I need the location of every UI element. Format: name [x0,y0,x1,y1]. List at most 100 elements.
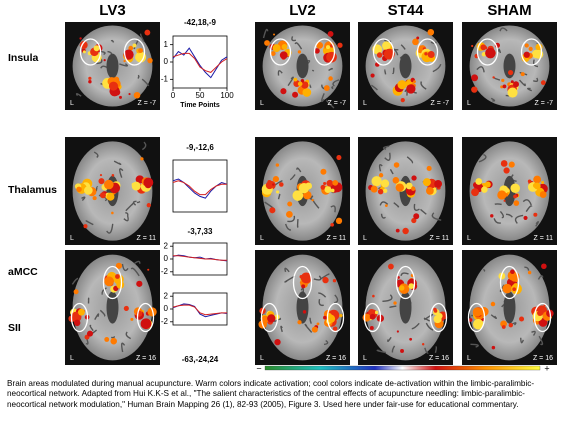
activation-blob [369,326,374,330]
brain-fold [380,213,386,219]
brain-fold [99,309,106,317]
activation-blob [513,194,517,199]
column-header: SHAM [487,2,531,19]
brain-fold [320,273,330,280]
slice-side-label: L [467,100,471,107]
plot-frame [172,242,228,276]
brain-fold [312,69,315,72]
activation-blob [413,213,420,220]
roi-outline [102,265,123,300]
activation-blob [392,176,400,184]
activation-blob [471,74,479,82]
activation-blob [533,212,538,217]
brain-fold [411,322,420,330]
activation-blob [111,211,114,215]
activation-blob [510,269,515,275]
roi-outline [533,302,552,333]
activation-blob [500,320,507,328]
activation-blob [408,283,415,289]
activation-blob [88,79,92,84]
activation-blob [79,37,82,40]
activation-blob [326,45,331,50]
activation-blob [382,41,391,50]
y-tick-label: 0 [164,304,169,313]
activation-blob [501,325,506,329]
time-course-line [173,255,227,261]
roi-outline [269,38,292,66]
roi-outline [79,38,102,66]
activation-blob [83,224,88,229]
activation-blob [471,44,474,48]
activation-blob [412,38,419,46]
brain-fold [482,268,486,272]
column-header: LV3 [99,2,125,19]
roi-outline [326,302,345,333]
activation-blob [115,274,120,279]
time-course-line [172,52,228,73]
activation-blob [280,88,287,95]
activation-blob [405,182,413,190]
activation-blob [297,50,302,54]
activation-blob [523,51,530,58]
activation-blob [147,57,153,64]
activation-blob [508,322,513,328]
brain-fold [278,317,282,320]
activation-blob [490,301,496,307]
brain-fold [296,167,302,173]
y-tick-label: 1 [164,40,169,49]
activation-blob [147,268,150,271]
brain-fold [313,275,322,281]
brain-fold [93,151,99,158]
activation-blob [421,343,425,346]
plot-frame [172,35,228,89]
activation-blob [540,80,546,86]
activation-blob [330,188,335,193]
plot-frame [172,159,228,213]
brain-fold [133,260,141,265]
brain-fold [406,156,414,164]
activation-blob [264,40,270,46]
activation-blob [327,31,334,37]
ventricle [503,291,516,324]
brain-fold [332,79,340,87]
activation-blob [511,283,522,295]
ventricle [399,53,412,79]
activation-blob [108,81,119,91]
brain-fold [120,342,126,353]
ventricle [106,53,119,79]
activation-blob [416,36,420,40]
brain-fold [490,97,496,102]
activation-blob [103,58,106,62]
x-tick-label: 50 [196,91,205,100]
brain-fold [376,349,387,354]
activation-blob [503,199,506,202]
activation-blob [411,186,416,191]
activation-blob [138,48,144,54]
roi-outline [467,302,486,333]
row-label: SII [8,322,21,334]
activation-blob [527,270,532,275]
activation-blob [492,76,495,79]
roi-outline [70,302,89,333]
slice-side-label: L [260,100,264,107]
brain-fold [284,267,290,273]
y-tick-label: 2 [164,241,169,250]
y-tick-label: -1 [161,74,169,83]
brain-fold [505,213,513,218]
activation-blob [502,84,507,89]
activation-blob [500,160,508,167]
activation-blob [541,263,547,270]
brain-fold [75,93,82,97]
brain-fold [531,330,536,336]
activation-blob [510,80,514,84]
activation-blob [381,179,390,188]
activation-blob [104,179,114,190]
brain-fold [291,36,297,42]
brain-fold [379,201,389,206]
activation-blob [73,319,81,327]
activation-blob [123,305,129,311]
activation-blob [99,192,106,199]
activation-blob [537,310,543,316]
brain-fold [382,145,390,150]
activation-blob [272,44,281,53]
